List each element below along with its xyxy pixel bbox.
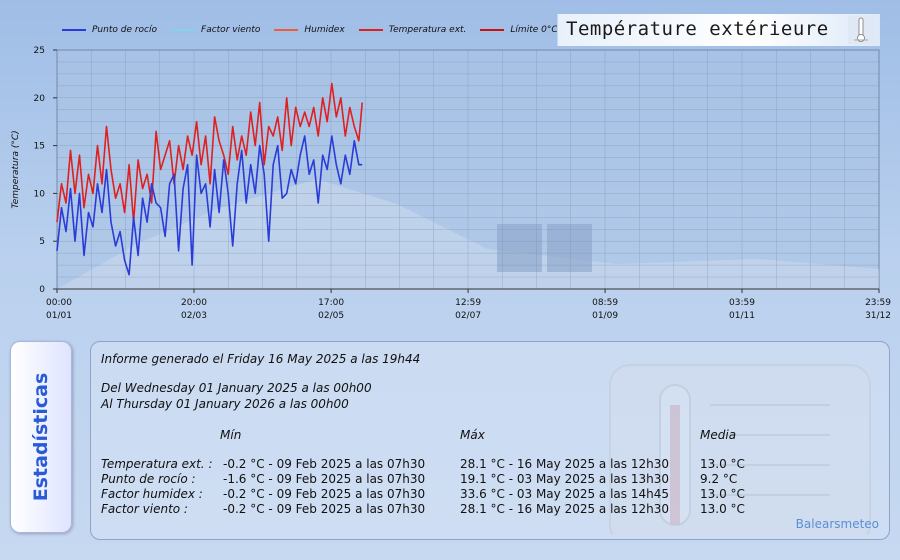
- x-tick-label-time: 20:00: [181, 298, 207, 308]
- row-min: -0.2 °C - 09 Feb 2025 a las 07h30: [223, 457, 426, 471]
- row-label: Punto de rocío :: [101, 472, 196, 486]
- row-label: Factor viento :: [101, 502, 188, 516]
- x-tick-label-time: 00:00: [46, 298, 72, 308]
- row-max: 19.1 °C - 03 May 2025 a las 13h30: [460, 472, 669, 486]
- thermometer-icon: [848, 16, 874, 44]
- legend-label: Humidex: [304, 25, 345, 35]
- y-tick-label: 10: [34, 189, 46, 199]
- series-line: [56, 82, 363, 223]
- row-min: -0.2 °C - 09 Feb 2025 a las 07h30: [223, 487, 426, 501]
- temperature-chart: 0 5 10 15 20 25 Temperatura (°C) 00:00 01/01 20:0…: [11, 46, 891, 321]
- row-max: 28.1 °C - 16 May 2025 a las 12h30: [460, 457, 669, 471]
- stats-panel: Informe generado el Friday 16 May 2025 a…: [90, 341, 890, 540]
- period-to: Al Thursday 01 January 2026 a las 00h00: [101, 397, 349, 411]
- row-min: -0.2 °C - 09 Feb 2025 a las 07h30: [223, 502, 426, 516]
- chart-title: Température extérieure: [566, 18, 829, 40]
- legend-item: Punto de rocío: [62, 25, 157, 35]
- column-avg: Media: [700, 428, 737, 442]
- legend-item: Temperatura ext.: [358, 25, 467, 35]
- x-tick-label-date: 01/09: [592, 311, 618, 321]
- legend-item: Humidex: [274, 25, 345, 35]
- y-tick-label: 25: [34, 46, 45, 56]
- series-line: [56, 135, 363, 276]
- x-tick-label-time: 23:59: [865, 298, 891, 308]
- legend-item: Límite 0°C: [480, 25, 558, 35]
- row-avg: 13.0 °C: [700, 457, 745, 471]
- legend-label: Temperatura ext.: [388, 25, 467, 35]
- legend-swatch: [274, 29, 299, 31]
- chart-area: 0 5 10 15 20 25 Temperatura (°C) 00:00 01/01 20:0…: [11, 14, 891, 321]
- report-generated: Informe generado el Friday 16 May 2025 a…: [101, 352, 421, 366]
- y-tick-label: 0: [39, 285, 45, 295]
- legend-label: Punto de rocío: [92, 25, 158, 35]
- legend-swatch: [480, 29, 505, 31]
- chart-legend: Punto de rocío Factor viento Humidex Tem…: [56, 16, 566, 44]
- legend-item: Factor viento: [171, 25, 260, 35]
- row-max: 33.6 °C - 03 May 2025 a las 14h45: [460, 487, 669, 501]
- legend-label: Límite 0°C: [510, 25, 558, 35]
- x-tick-label-time: 03:59: [729, 298, 755, 308]
- solar-panel-background: [547, 224, 592, 272]
- x-tick-label-date: 01/01: [46, 311, 72, 321]
- row-avg: 9.2 °C: [700, 472, 738, 486]
- chart-title-box: Température extérieure: [557, 14, 880, 46]
- y-tick-label: 20: [34, 94, 46, 104]
- y-tick-label: 15: [34, 142, 45, 152]
- period-from: Del Wednesday 01 January 2025 a las 00h0…: [101, 381, 372, 395]
- legend-swatch: [171, 29, 196, 31]
- row-label: Temperatura ext. :: [101, 457, 213, 471]
- brand-label: Balearsmeteo: [795, 517, 879, 531]
- solar-panel-background: [497, 224, 542, 272]
- x-tick-label-date: 02/05: [318, 311, 344, 321]
- column-max: Máx: [460, 428, 485, 442]
- row-avg: 13.0 °C: [700, 502, 745, 516]
- x-tick-label-date: 02/03: [181, 311, 207, 321]
- row-label: Factor humidex :: [101, 487, 203, 501]
- x-tick-label-time: 08:59: [592, 298, 618, 308]
- x-tick-label-time: 17:00: [318, 298, 344, 308]
- stats-side-label: Estadísticas: [30, 372, 52, 502]
- column-min: Mín: [220, 428, 242, 442]
- row-avg: 13.0 °C: [700, 487, 745, 501]
- row-min: -1.6 °C - 09 Feb 2025 a las 07h30: [223, 472, 426, 486]
- row-max: 28.1 °C - 16 May 2025 a las 12h30: [460, 502, 669, 516]
- y-axis-label: Temperatura (°C): [11, 130, 21, 208]
- legend-swatch: [62, 29, 86, 31]
- x-tick-label-date: 02/07: [455, 311, 481, 321]
- x-tick-label-time: 12:59: [455, 298, 481, 308]
- x-tick-label-date: 31/12: [865, 311, 891, 321]
- y-tick-label: 5: [39, 237, 45, 247]
- x-tick-label-date: 01/11: [729, 311, 755, 321]
- legend-label: Factor viento: [201, 25, 261, 35]
- legend-swatch: [358, 29, 383, 31]
- stats-side-tab[interactable]: Estadísticas: [10, 341, 72, 533]
